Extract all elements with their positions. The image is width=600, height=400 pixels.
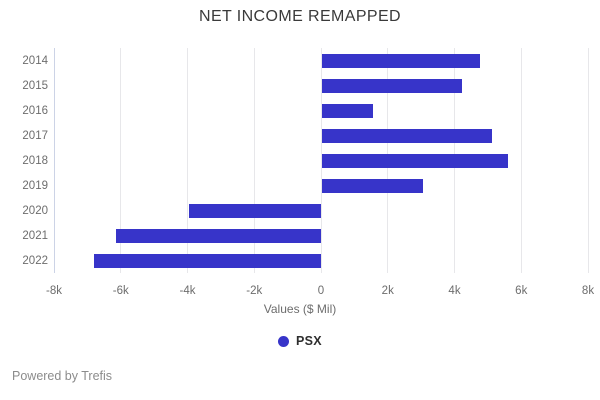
gridline--2k (253, 48, 255, 273)
x-tick-label: 6k (515, 285, 528, 297)
powered-by-trefis: Powered by Trefis (12, 369, 113, 383)
y-axis-label-2019: 2019 (22, 179, 48, 192)
x-tick-label: 2k (381, 285, 394, 297)
gridline--4k (187, 48, 188, 273)
x-tick-label: -4k (179, 285, 196, 297)
bar-PSX-2017[interactable] (321, 128, 492, 143)
bar-PSX-2020[interactable] (189, 203, 321, 218)
bar-PSX-2019[interactable] (321, 178, 424, 193)
gridline-8k (587, 48, 589, 273)
x-tick-label: -8k (46, 285, 62, 297)
x-tick-label: 4k (448, 285, 461, 297)
bar-PSX-2018[interactable] (321, 153, 509, 168)
bar-PSX-2022[interactable] (94, 253, 321, 268)
y-axis-label-2017: 2017 (22, 129, 48, 142)
x-axis-title: Values ($ Mil) (263, 302, 337, 316)
legend-series-label: PSX (296, 334, 322, 348)
gridline-6k (520, 48, 522, 273)
x-tick-label: -2k (246, 285, 263, 297)
y-axis-label-2015: 2015 (22, 79, 48, 92)
y-axis-label-2018: 2018 (22, 154, 48, 167)
y-axis-label-2022: 2022 (22, 254, 48, 267)
bar-PSX-2015[interactable] (321, 78, 462, 93)
gridline--8k (53, 48, 55, 273)
y-axis-label-2021: 2021 (22, 229, 48, 242)
bar-PSX-2016[interactable] (321, 103, 374, 118)
chart-title: NET INCOME REMAPPED (199, 8, 401, 25)
bar-PSX-2014[interactable] (321, 53, 481, 68)
gridline-0 (320, 48, 322, 273)
x-tick-label: 8k (581, 285, 595, 297)
gridline--6k (120, 48, 122, 273)
bar-PSX-2021[interactable] (115, 228, 321, 243)
x-tick-label: 0 (317, 285, 325, 297)
x-tick-label: -6k (112, 285, 129, 297)
legend[interactable]: PSX (0, 333, 600, 349)
y-axis-label-2020: 2020 (22, 204, 48, 217)
legend-series-dot-icon (278, 335, 290, 347)
y-axis-label-2014: 2014 (22, 54, 48, 67)
y-axis-label-2016: 2016 (22, 104, 48, 117)
